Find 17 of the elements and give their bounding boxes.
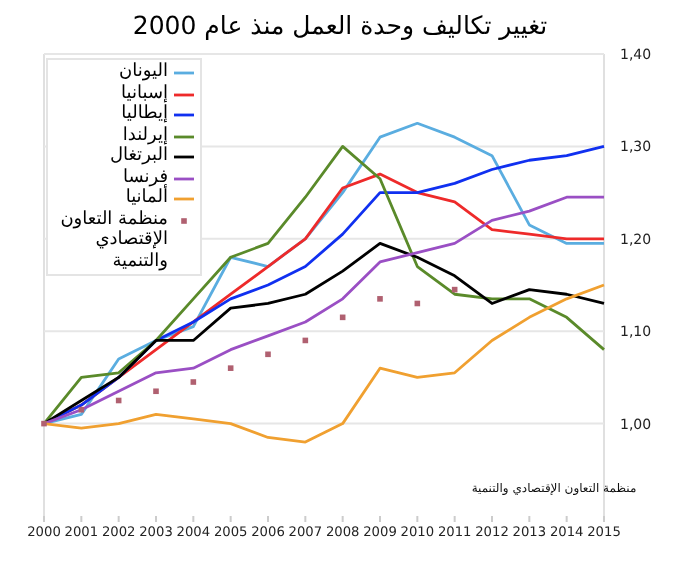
legend-label: إيرلندا	[122, 125, 168, 145]
point	[227, 365, 234, 371]
point	[265, 351, 271, 358]
point	[78, 406, 85, 413]
chart-title: تغيير تكاليف وحدة العمل منذ عام 2000	[132, 10, 549, 42]
point	[41, 420, 47, 427]
line-series	[42, 283, 606, 444]
point	[377, 296, 383, 302]
legend-label: اليونان	[119, 62, 168, 83]
legend-label: إيطاليا	[121, 104, 168, 125]
legend-label: ألمانيا	[125, 188, 168, 209]
legend-label: فرنسا	[122, 167, 168, 187]
legend-label: منظمة التعاون الإقتصادي والتنمية	[58, 209, 168, 272]
legend-label: إسبانيا	[121, 83, 168, 103]
legend-label: البرتغال	[109, 146, 168, 167]
point	[153, 388, 159, 395]
point	[190, 379, 197, 385]
